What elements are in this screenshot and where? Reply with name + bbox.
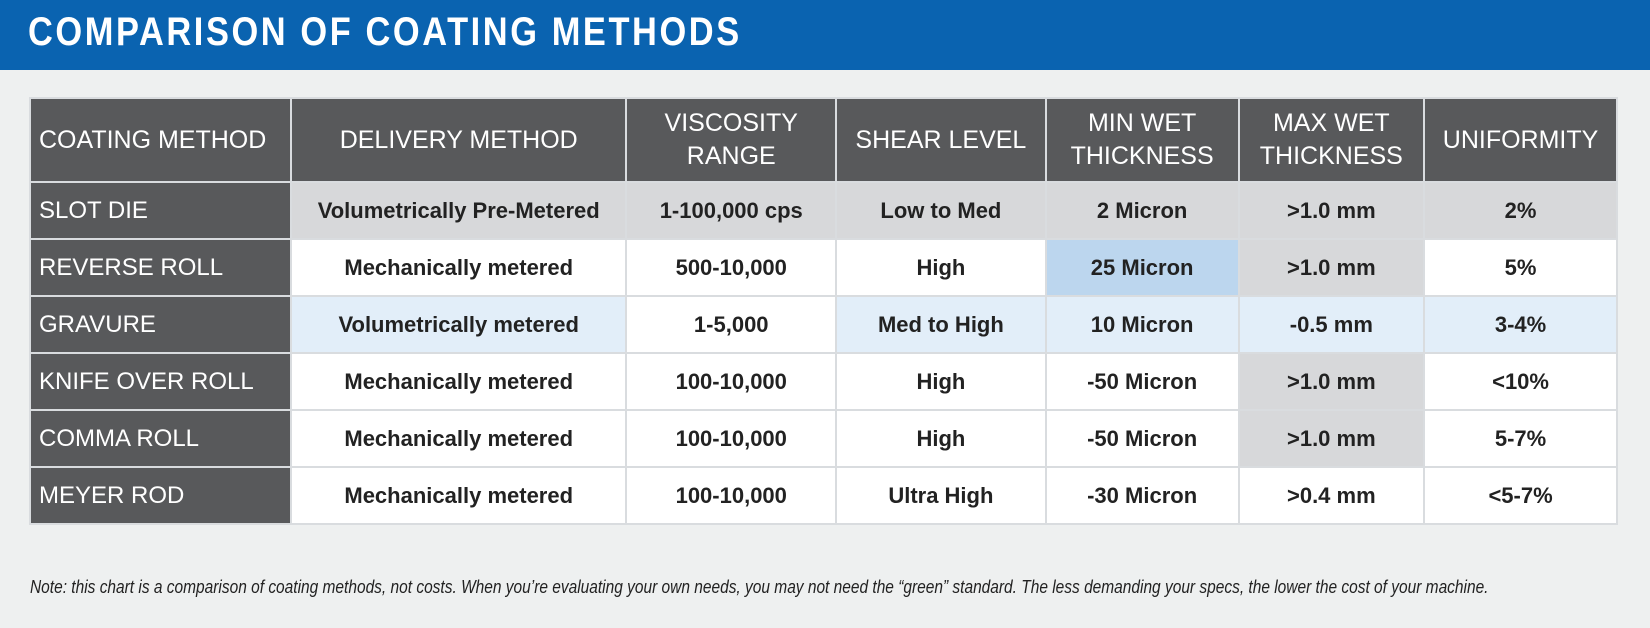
coating-method-cell: KNIFE OVER ROLL — [29, 352, 292, 411]
min-wet-thickness-cell: 2 Micron — [1044, 181, 1240, 240]
max-wet-thickness-cell: -0.5 mm — [1237, 295, 1426, 354]
coating-method-cell: GRAVURE — [29, 295, 292, 354]
table-row: SLOT DIE Volumetrically Pre-Metered 1-10… — [29, 181, 1618, 240]
shear-level-cell: Med to High — [835, 295, 1047, 354]
delivery-method-cell: Mechanically metered — [289, 409, 628, 468]
uniformity-cell: <10% — [1423, 352, 1618, 411]
viscosity-range-cell: 1-100,000 cps — [625, 181, 838, 240]
coating-method-cell: MEYER ROD — [29, 466, 292, 525]
max-wet-thickness-cell: >1.0 mm — [1237, 181, 1426, 240]
column-header-coating-method: COATING METHOD — [29, 97, 292, 183]
coating-method-cell: SLOT DIE — [29, 181, 292, 240]
column-header-min-wet-thickness: MIN WET THICKNESS — [1044, 97, 1240, 183]
table-row: GRAVURE Volumetrically metered 1-5,000 M… — [29, 295, 1618, 354]
table-row: MEYER ROD Mechanically metered 100-10,00… — [29, 466, 1618, 525]
delivery-method-cell: Mechanically metered — [289, 352, 628, 411]
comparison-table-container: COATING METHOD DELIVERY METHOD VISCOSITY… — [29, 97, 1618, 525]
viscosity-range-cell: 100-10,000 — [625, 466, 838, 525]
min-wet-thickness-cell: 10 Micron — [1044, 295, 1240, 354]
column-header-shear-level: SHEAR LEVEL — [835, 97, 1047, 183]
uniformity-cell: 5% — [1423, 238, 1618, 297]
column-header-uniformity: UNIFORMITY — [1423, 97, 1618, 183]
delivery-method-cell: Mechanically metered — [289, 466, 628, 525]
delivery-method-cell: Volumetrically metered — [289, 295, 628, 354]
delivery-method-cell: Volumetrically Pre-Metered — [289, 181, 628, 240]
comparison-table: COATING METHOD DELIVERY METHOD VISCOSITY… — [29, 97, 1618, 525]
viscosity-range-cell: 500-10,000 — [625, 238, 838, 297]
page-title: COMPARISON OF COATING METHODS — [28, 10, 742, 54]
viscosity-range-cell: 1-5,000 — [625, 295, 838, 354]
viscosity-range-cell: 100-10,000 — [625, 352, 838, 411]
max-wet-thickness-cell: >1.0 mm — [1237, 238, 1426, 297]
shear-level-cell: High — [835, 352, 1047, 411]
viscosity-range-cell: 100-10,000 — [625, 409, 838, 468]
table-row: KNIFE OVER ROLL Mechanically metered 100… — [29, 352, 1618, 411]
max-wet-thickness-cell: >1.0 mm — [1237, 409, 1426, 468]
max-wet-thickness-cell: >1.0 mm — [1237, 352, 1426, 411]
title-banner: COMPARISON OF COATING METHODS — [0, 0, 1650, 70]
table-row: COMMA ROLL Mechanically metered 100-10,0… — [29, 409, 1618, 468]
shear-level-cell: High — [835, 238, 1047, 297]
column-header-max-wet-thickness: MAX WET THICKNESS — [1237, 97, 1426, 183]
table-header-row: COATING METHOD DELIVERY METHOD VISCOSITY… — [29, 97, 1618, 183]
column-header-viscosity-range: VISCOSITY RANGE — [625, 97, 838, 183]
coating-method-cell: COMMA ROLL — [29, 409, 292, 468]
min-wet-thickness-cell: -50 Micron — [1044, 352, 1240, 411]
table-row: REVERSE ROLL Mechanically metered 500-10… — [29, 238, 1618, 297]
uniformity-cell: 2% — [1423, 181, 1618, 240]
min-wet-thickness-cell: -30 Micron — [1044, 466, 1240, 525]
coating-method-cell: REVERSE ROLL — [29, 238, 292, 297]
column-header-delivery-method: DELIVERY METHOD — [289, 97, 628, 183]
uniformity-cell: 5-7% — [1423, 409, 1618, 468]
uniformity-cell: 3-4% — [1423, 295, 1618, 354]
uniformity-cell: <5-7% — [1423, 466, 1618, 525]
min-wet-thickness-cell: -50 Micron — [1044, 409, 1240, 468]
delivery-method-cell: Mechanically metered — [289, 238, 628, 297]
min-wet-thickness-cell: 25 Micron — [1044, 238, 1240, 297]
shear-level-cell: High — [835, 409, 1047, 468]
footnote: Note: this chart is a comparison of coat… — [30, 577, 1489, 597]
max-wet-thickness-cell: >0.4 mm — [1237, 466, 1426, 525]
shear-level-cell: Low to Med — [835, 181, 1047, 240]
shear-level-cell: Ultra High — [835, 466, 1047, 525]
